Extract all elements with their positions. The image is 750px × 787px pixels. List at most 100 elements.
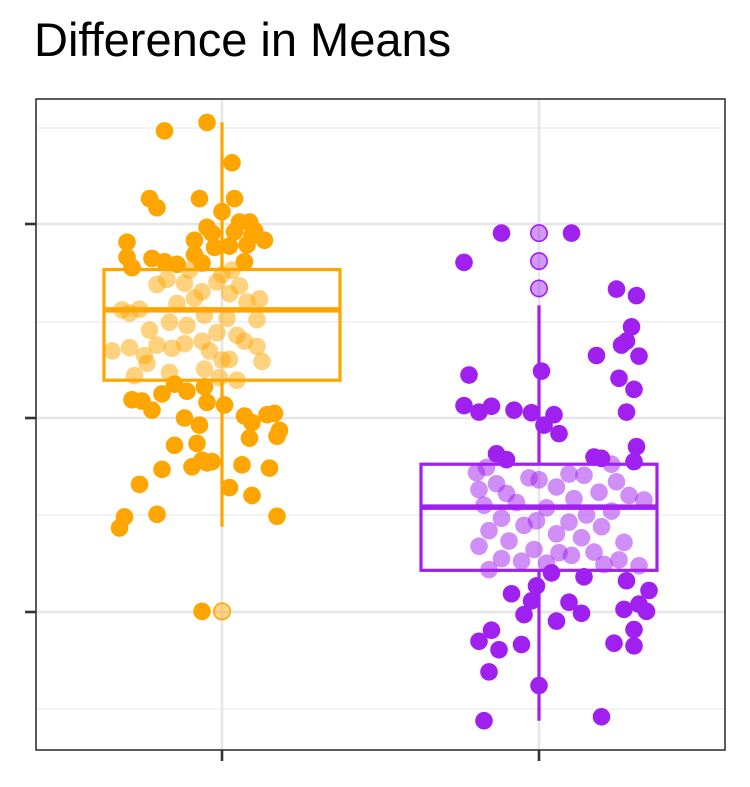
data-point: [223, 153, 241, 172]
data-point: [607, 472, 626, 491]
data-point: [617, 403, 636, 421]
data-point: [220, 284, 239, 303]
data-point: [185, 289, 204, 308]
data-point: [133, 392, 151, 410]
data-point: [215, 396, 234, 414]
data-point: [183, 458, 201, 476]
grid-lines: [36, 99, 725, 750]
data-point: [110, 519, 129, 537]
data-point: [547, 612, 566, 630]
data-point: [497, 450, 516, 469]
data-point: [243, 226, 261, 244]
data-point: [637, 602, 656, 621]
data-point: [153, 385, 171, 403]
data-point: [530, 471, 548, 489]
data-point: [532, 362, 551, 380]
data-point: [178, 382, 196, 401]
data-point: [612, 336, 631, 354]
data-point: [220, 237, 239, 255]
data-point: [565, 489, 583, 508]
data-point: [560, 465, 578, 483]
outlier-point: [529, 279, 548, 298]
data-point: [153, 460, 171, 479]
data-point: [148, 505, 166, 524]
data-point: [175, 409, 194, 427]
data-point: [175, 274, 194, 293]
iqr-box: [419, 462, 659, 572]
data-point: [575, 568, 593, 586]
data-point: [542, 564, 561, 582]
data-point: [160, 313, 179, 332]
data-point: [210, 368, 229, 387]
data-point: [467, 463, 486, 482]
data-point: [605, 634, 623, 653]
data-point: [547, 478, 566, 496]
data-point: [195, 377, 214, 396]
data-point: [233, 456, 251, 474]
data-point: [248, 337, 266, 356]
chart-title: Difference in Means: [34, 13, 452, 66]
axis-ticks: [25, 222, 541, 761]
outlier-point: [529, 252, 548, 271]
data-point: [148, 275, 166, 294]
data-point: [625, 620, 643, 639]
data-point: [235, 252, 254, 271]
data-point: [240, 429, 259, 447]
iqr-box: [102, 267, 342, 382]
data-point: [522, 403, 541, 422]
data-point: [575, 466, 593, 485]
data-point: [118, 233, 136, 252]
data-point: [610, 551, 628, 569]
data-point: [198, 393, 216, 412]
boxplots: [102, 122, 659, 721]
data-point: [492, 224, 511, 242]
data-point: [125, 366, 144, 385]
data-point: [195, 360, 214, 378]
data-point: [562, 546, 581, 565]
data-point: [585, 543, 603, 561]
data-point: [220, 350, 239, 369]
data-point: [560, 593, 578, 612]
data-point: [572, 604, 591, 623]
data-point: [627, 437, 646, 456]
data-point: [190, 416, 209, 434]
outlier-point: [529, 224, 548, 243]
data-point: [620, 486, 638, 505]
data-point: [203, 452, 221, 471]
data-point: [587, 346, 606, 365]
data-point: [155, 122, 174, 140]
data-point: [622, 318, 641, 336]
data-point: [475, 711, 493, 730]
data-point: [155, 252, 174, 271]
data-point: [512, 635, 531, 654]
plot-panel-border: [35, 98, 726, 751]
data-point: [198, 113, 216, 132]
data-point: [625, 452, 643, 471]
data-point: [627, 286, 646, 305]
data-point: [148, 336, 166, 354]
data-point: [120, 338, 139, 357]
data-point: [123, 258, 141, 277]
data-point: [248, 310, 266, 329]
data-point: [500, 532, 518, 550]
data-point: [188, 434, 206, 453]
data-point: [165, 436, 184, 455]
data-point: [185, 231, 204, 250]
data-point: [480, 521, 498, 540]
data-point: [130, 475, 149, 494]
data-point: [492, 509, 511, 528]
jitter-points: [103, 113, 658, 730]
data-point: [208, 273, 226, 291]
data-point: [260, 459, 279, 477]
data-point: [103, 342, 121, 360]
outlier-point: [213, 602, 232, 621]
data-point: [238, 293, 256, 311]
data-point: [203, 224, 221, 242]
data-point: [592, 517, 611, 536]
data-point: [550, 424, 568, 443]
data-point: [635, 491, 653, 509]
data-point: [482, 621, 501, 640]
data-point: [200, 342, 219, 360]
data-point: [163, 339, 181, 358]
data-point: [505, 401, 523, 419]
